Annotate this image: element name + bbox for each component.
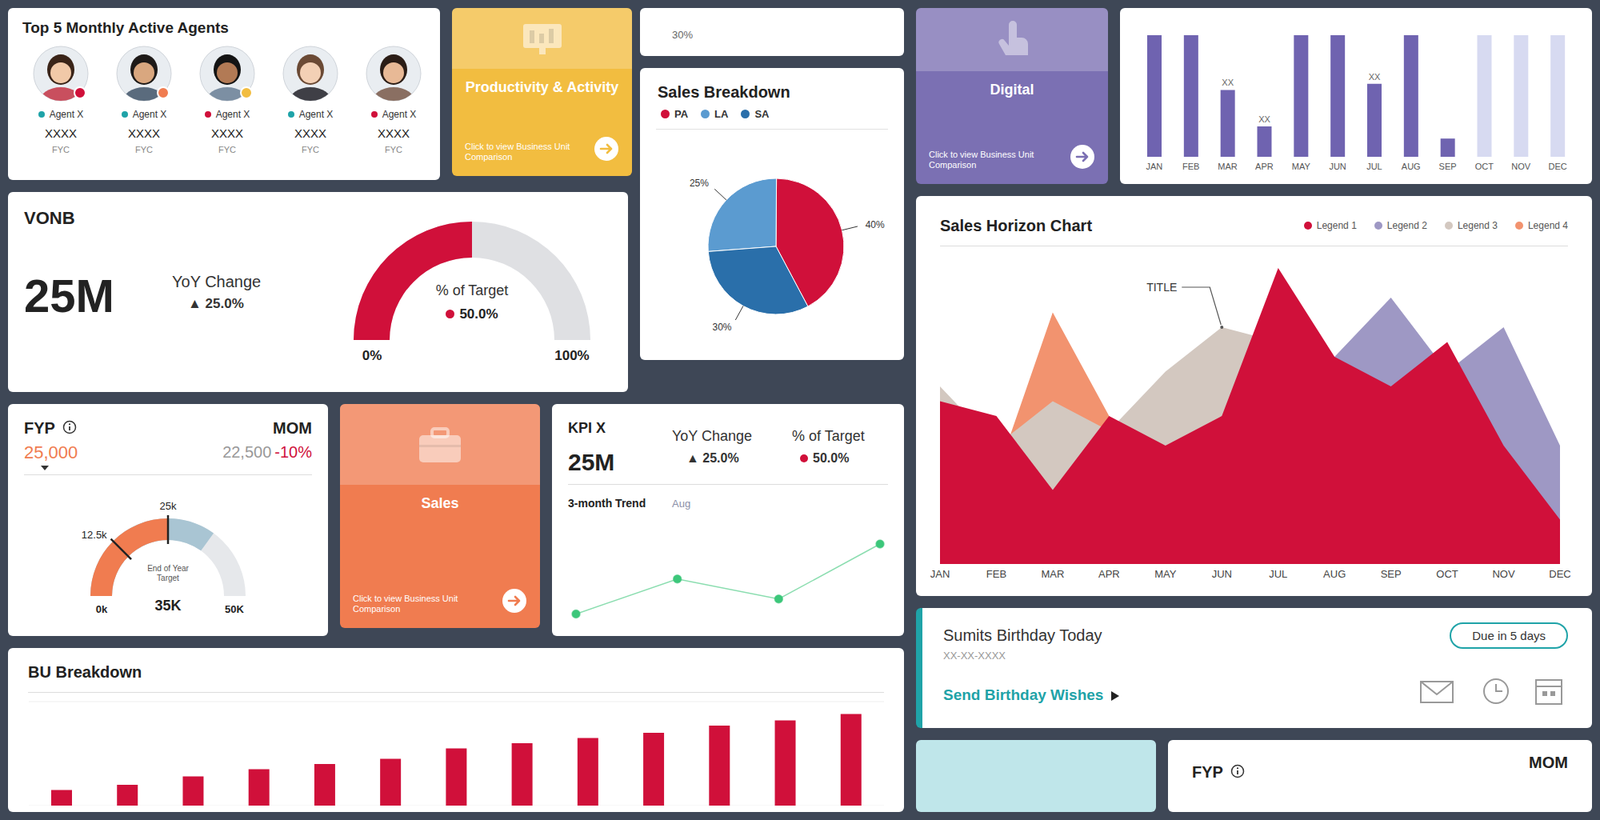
svg-text:OCT: OCT — [1436, 568, 1459, 580]
html-text:XXXX: XXXX — [211, 126, 244, 140]
svg-text:XX: XX — [1221, 77, 1234, 88]
html-text:Click to view Business Unit Co: Click to view Business Unit Comparison — [928, 149, 1034, 170]
html-text:▲ 25.0%: ▲ 25.0% — [188, 296, 244, 312]
svg-text:JAN: JAN — [1146, 161, 1164, 172]
html-text:3-month Trend: 3-month Trend — [568, 496, 646, 510]
svg-text:MAY: MAY — [1292, 161, 1312, 172]
svg-text:JAN: JAN — [930, 568, 951, 580]
html-text:Agent X: Agent X — [298, 108, 334, 120]
svg-text:MAY: MAY — [1154, 568, 1177, 580]
svg-text:SEP: SEP — [1380, 568, 1402, 580]
html-text:Sales Horizon Chart: Sales Horizon Chart — [940, 216, 1092, 235]
svg-text:JUL: JUL — [1268, 568, 1288, 580]
svg-text:XX: XX — [1258, 114, 1271, 124]
html-text:XXXX: XXXX — [44, 126, 77, 140]
html-text:XXXX: XXXX — [294, 126, 327, 140]
html-text:XXXX: XXXX — [377, 126, 410, 140]
html-text:25M: 25M — [24, 269, 115, 322]
html-text:Sales: Sales — [421, 495, 459, 512]
svg-text:NOV: NOV — [1492, 568, 1516, 580]
html-text:Digital: Digital — [990, 81, 1034, 98]
svg-text:40%: 40% — [865, 219, 885, 231]
svg-text:AUG: AUG — [1323, 568, 1346, 580]
html-text:Legend 3: Legend 3 — [1457, 220, 1498, 232]
svg-text:APR: APR — [1098, 568, 1120, 580]
html-text:LA: LA — [714, 108, 729, 120]
html-text:End of Year Target: End of Year Target — [147, 564, 189, 583]
html-text:Click to view Business Unit Co: Click to view Business Unit Comparison — [352, 593, 458, 614]
svg-text:0k: 0k — [96, 603, 108, 616]
html-text:50.0%: 50.0% — [812, 451, 850, 465]
svg-text:MAR: MAR — [1040, 568, 1064, 580]
html-text:22,500 -10%: 22,500 -10% — [222, 443, 312, 461]
html-text:XXXX: XXXX — [128, 126, 160, 140]
html-text:FYC: FYC — [384, 144, 403, 155]
html-text:Send Birthday Wishes: Send Birthday Wishes — [943, 686, 1104, 704]
html-text:FYP: FYP — [1192, 763, 1224, 781]
html-text:SA: SA — [754, 108, 770, 120]
html-text:Agent X: Agent X — [382, 108, 417, 120]
svg-text:DEC: DEC — [1548, 161, 1567, 172]
html-text:YoY Change: YoY Change — [672, 428, 753, 444]
html-text:30%: 30% — [672, 28, 693, 41]
html-text:% of Target: % of Target — [792, 428, 865, 444]
html-text:Legend 4: Legend 4 — [1527, 220, 1568, 232]
html-text:FYP: FYP — [24, 419, 56, 437]
html-text:PA: PA — [674, 108, 689, 120]
html-text:35K: 35K — [154, 597, 182, 614]
html-text:Agent X: Agent X — [132, 108, 167, 120]
svg-text:JUN: JUN — [1212, 568, 1232, 580]
html-text:Legend 2: Legend 2 — [1387, 220, 1428, 232]
html-text:Top 5 Monthly Active Agents: Top 5 Monthly Active Agents — [22, 19, 229, 36]
svg-text:0%: 0% — [362, 348, 383, 364]
svg-text:100%: 100% — [554, 348, 589, 364]
svg-text:SEP: SEP — [1439, 161, 1457, 172]
html-text:Productivity & Activity: Productivity & Activity — [465, 79, 619, 96]
html-text:Click to view Business Unit Co: Click to view Business Unit Comparison — [464, 141, 570, 162]
html-text:FYC: FYC — [301, 144, 320, 155]
html-text:25M: 25M — [568, 448, 615, 476]
html-text:VONB: VONB — [24, 208, 75, 228]
html-text:Aug: Aug — [672, 497, 691, 510]
html-text:KPI X: KPI X — [568, 420, 606, 436]
html-text:FYC: FYC — [52, 144, 70, 155]
svg-text:30%: 30% — [712, 321, 732, 333]
html-text:YoY Change: YoY Change — [172, 272, 261, 291]
html-text:50.0%: 50.0% — [459, 306, 499, 322]
html-text:MOM: MOM — [1528, 753, 1568, 772]
html-text:FYC: FYC — [218, 144, 236, 155]
html-text:Legend 1: Legend 1 — [1316, 220, 1357, 232]
svg-text:FEB: FEB — [986, 568, 1007, 580]
svg-text:XX: XX — [1368, 72, 1381, 82]
svg-text:JUN: JUN — [1328, 161, 1346, 172]
html-text:% of Target: % of Target — [435, 282, 509, 299]
html-text:25,000: 25,000 — [24, 442, 78, 463]
html-text:FYC: FYC — [135, 144, 153, 155]
svg-text:MAR: MAR — [1217, 161, 1238, 172]
html-text:Due in 5 days: Due in 5 days — [1472, 628, 1546, 643]
html-text:Sales Breakdown: Sales Breakdown — [657, 83, 791, 101]
html-text:Sumits Birthday Today: Sumits Birthday Today — [943, 626, 1103, 644]
svg-text:NOV: NOV — [1511, 161, 1532, 172]
svg-text:TITLE: TITLE — [1146, 280, 1177, 294]
svg-text:DEC: DEC — [1548, 568, 1571, 580]
svg-text:FEB: FEB — [1182, 161, 1200, 172]
html-text:XX-XX-XXXX: XX-XX-XXXX — [943, 649, 1006, 662]
svg-text:OCT: OCT — [1475, 161, 1495, 172]
svg-text:APR: APR — [1255, 161, 1274, 172]
svg-text:50K: 50K — [224, 603, 244, 616]
html-text:Agent X: Agent X — [215, 108, 250, 120]
svg-text:25k: 25k — [160, 500, 177, 512]
html-text:Agent X: Agent X — [49, 108, 84, 120]
html-text:▲ 25.0%: ▲ 25.0% — [686, 451, 739, 465]
svg-text:JUL: JUL — [1366, 161, 1383, 172]
html-text:MOM: MOM — [272, 419, 312, 437]
svg-text:12.5k: 12.5k — [81, 528, 108, 541]
svg-text:AUG: AUG — [1401, 161, 1421, 172]
html-text:BU Breakdown: BU Breakdown — [28, 663, 142, 681]
svg-text:25%: 25% — [689, 177, 709, 189]
